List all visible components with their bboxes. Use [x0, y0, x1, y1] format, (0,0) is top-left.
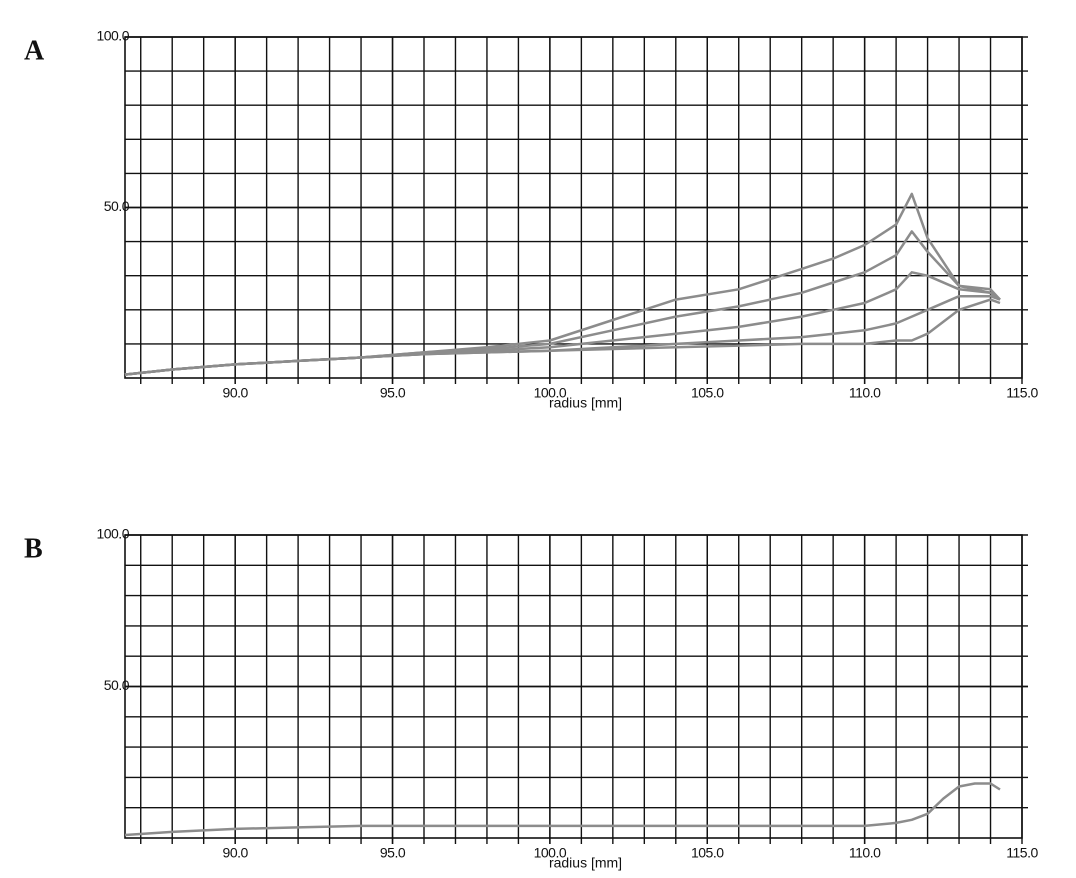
x-tick-label: 105.0	[691, 385, 724, 401]
x-tick-label: 90.0	[223, 385, 249, 401]
x-tick-label: 100.0	[534, 385, 567, 401]
x-tick-label: 95.0	[380, 845, 406, 861]
data-line	[124, 230, 1001, 376]
y-tick-label: 100.0	[96, 526, 129, 542]
x-tick-label: 95.0	[380, 385, 406, 401]
y-tick-label: 50.0	[104, 677, 130, 693]
data-line	[124, 298, 1001, 376]
panel-label: B	[24, 533, 43, 564]
x-tick-label: 110.0	[849, 385, 881, 401]
y-tick-label: 100.0	[96, 28, 129, 44]
x-tick-label: 100.0	[534, 845, 567, 861]
data-line	[124, 782, 1001, 837]
y-tick-label: 50.0	[104, 198, 130, 214]
panel-label: A	[24, 35, 45, 66]
data-line	[124, 271, 1001, 376]
x-axis-label: radius [mm]	[549, 855, 622, 871]
x-tick-label: 115.0	[1006, 385, 1038, 401]
x-tick-label: 110.0	[849, 845, 881, 861]
x-tick-label: 115.0	[1006, 845, 1038, 861]
x-axis-label: radius [mm]	[549, 395, 622, 411]
x-tick-label: 105.0	[691, 845, 724, 861]
data-line	[124, 192, 1001, 376]
x-tick-label: 90.0	[223, 845, 249, 861]
